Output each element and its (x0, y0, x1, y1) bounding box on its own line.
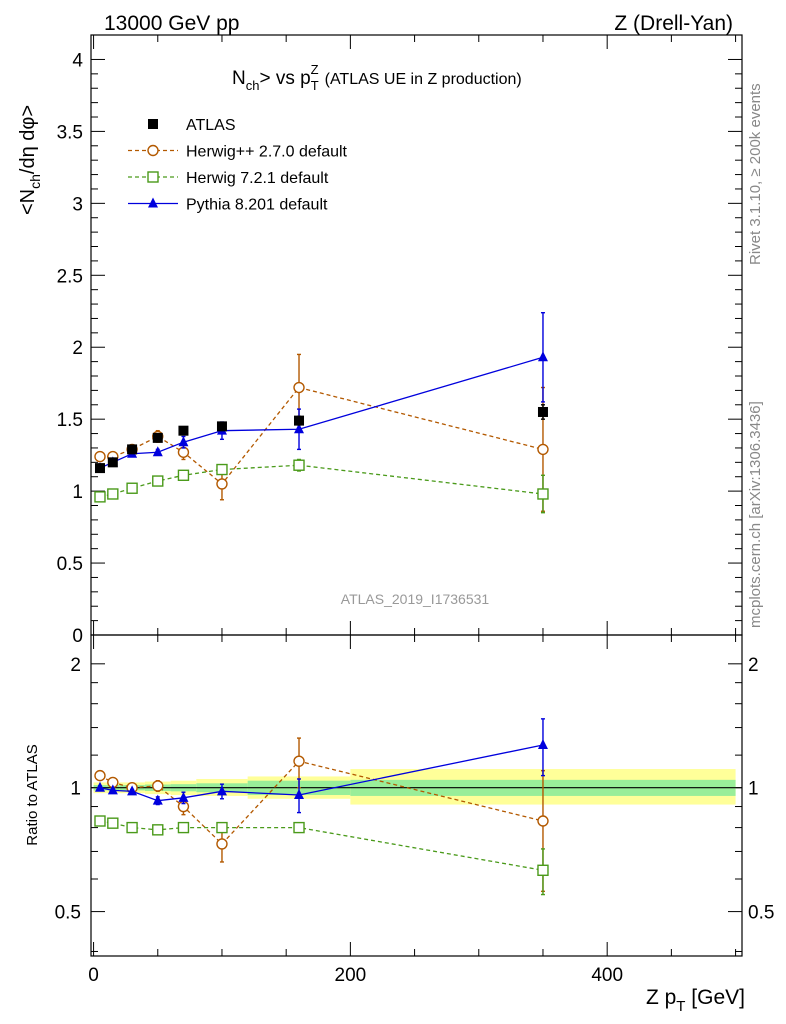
rivet-version-label: Rivet 3.1.10, ≥ 200k events (747, 83, 764, 265)
main-point-herwig-7-2-1-default (216, 463, 228, 476)
ratio-point-herwig-2-7-0-default (293, 755, 305, 767)
main-axes-ticks: 0 0.5 1 1.5 2 2.5 3 3.5 4 (57, 35, 742, 647)
main-y-tick-label: 2.5 (57, 266, 83, 287)
main-point-herwig-2-7-0-default (177, 446, 190, 458)
main-y-tick-label: 3 (72, 194, 83, 215)
ratio-point-pythia-8-201-default (178, 791, 189, 802)
ratio-point-herwig-7-2-1-default (177, 821, 190, 834)
main-line-herwig-2-7-0-default (99, 386, 544, 485)
main-point-atlas (537, 406, 548, 417)
ratio-axes-ticks: 0.5 0.5 1 1 2 2 0 200 400 (55, 635, 774, 986)
main-chart-title: Nch> vs pTZ(ATLAS UE in Z production) (232, 62, 522, 93)
legend-marker-pythia-8-201-default (148, 197, 158, 208)
ratio-y-tick-label-left: 0.5 (55, 903, 81, 924)
ratio-y-tick-label-left: 1 (70, 779, 81, 800)
ratio-y-tick-label-right: 0.5 (748, 903, 774, 924)
main-point-herwig-7-2-1-default (107, 488, 119, 500)
main-point-atlas (294, 415, 305, 426)
main-point-atlas (216, 421, 227, 432)
main-y-tick-label: 2 (72, 338, 83, 359)
ratio-panel-frame (90, 634, 743, 957)
legend-marker-atlas (148, 119, 158, 129)
main-point-atlas (127, 444, 138, 455)
main-y-tick-label: 4 (72, 50, 83, 71)
main-point-herwig-7-2-1-default (126, 482, 138, 494)
main-line-pythia-8-201-default (99, 356, 544, 469)
ratio-data-layer (91, 718, 742, 896)
main-point-atlas (107, 457, 118, 468)
main-point-herwig-7-2-1-default (94, 491, 106, 503)
main-point-herwig-2-7-0-default (94, 450, 106, 463)
ratio-point-herwig-2-7-0-default (216, 838, 228, 850)
ratio-point-pythia-8-201-default (537, 738, 548, 749)
ratio-point-herwig-7-2-1-default (126, 821, 138, 834)
main-point-herwig-7-2-1-default (177, 469, 190, 481)
main-point-atlas (178, 425, 189, 436)
ratio-point-herwig-7-2-1-default (293, 821, 305, 834)
ratio-point-pythia-8-201-default (152, 794, 163, 805)
ratio-point-herwig-2-7-0-default (94, 769, 106, 782)
legend-label-herwig-7-2-1-default: Herwig 7.2.1 default (186, 170, 329, 187)
main-y-tick-label: 0.5 (57, 554, 83, 575)
ratio-point-pythia-8-201-default (94, 781, 105, 792)
ratio-point-herwig-7-2-1-default (216, 821, 228, 834)
main-y-tick-label: 0 (72, 626, 83, 647)
header-process-label: Z (Drell-Yan) (614, 12, 733, 35)
legend-marker-herwig-2-7-0-default (147, 144, 159, 157)
main-point-herwig-7-2-1-default (152, 475, 164, 487)
main-y-tick-label: 1 (72, 482, 83, 503)
legend-label-herwig-2-7-0-default: Herwig++ 2.7.0 default (186, 144, 348, 161)
main-point-herwig-2-7-0-default (293, 381, 305, 394)
mcplots-reference-label: mcplots.cern.ch [arXiv:1306.3436] (747, 401, 764, 628)
ratio-point-pythia-8-201-default (107, 784, 118, 795)
main-y-axis-label: <Nch/dη dφ> (17, 105, 43, 215)
main-point-herwig-7-2-1-default (537, 488, 549, 500)
legend-marker-herwig-7-2-1-default (147, 171, 159, 183)
main-point-pythia-8-201-default (537, 351, 548, 362)
legend-label-atlas: ATLAS (186, 117, 236, 134)
ratio-point-herwig-7-2-1-default (537, 864, 549, 876)
ratio-point-pythia-8-201-default (127, 785, 138, 796)
ratio-point-herwig-2-7-0-default (152, 780, 164, 792)
ratio-line-herwig-7-2-1-default (99, 820, 544, 871)
ratio-point-herwig-7-2-1-default (94, 815, 106, 827)
main-point-herwig-2-7-0-default (216, 478, 228, 490)
main-point-atlas (152, 432, 163, 443)
ratio-point-herwig-2-7-0-default (537, 815, 549, 827)
main-point-herwig-7-2-1-default (293, 459, 305, 471)
main-point-herwig-2-7-0-default (537, 443, 549, 456)
analysis-id-watermark: ATLAS_2019_I1736531 (341, 591, 490, 607)
main-point-atlas (94, 463, 105, 474)
legend-label-pythia-8-201-default: Pythia 8.201 default (186, 197, 328, 214)
x-tick-label: 0 (88, 965, 99, 986)
x-axis-label: Z pT [GeV] (646, 986, 745, 1015)
legend: ATLAS Herwig++ 2.7.0 default Herwig 7.2.1 … (128, 117, 348, 214)
ratio-point-pythia-8-201-default (294, 789, 305, 800)
main-y-tick-label: 3.5 (57, 122, 83, 143)
main-point-pythia-8-201-default (178, 436, 189, 447)
main-data-layer (94, 311, 549, 514)
main-point-pythia-8-201-default (294, 423, 305, 434)
main-point-pythia-8-201-default (152, 446, 163, 457)
ratio-y-tick-label-left: 2 (70, 655, 81, 676)
ratio-point-herwig-7-2-1-default (152, 824, 164, 836)
header-energy-label: 13000 GeV pp (104, 12, 239, 35)
main-y-tick-label: 1.5 (57, 410, 83, 431)
ratio-y-axis-label: Ratio to ATLAS (24, 744, 41, 845)
x-tick-label: 400 (591, 965, 623, 986)
main-line-herwig-7-2-1-default (99, 464, 544, 498)
x-tick-label: 200 (335, 965, 367, 986)
ratio-point-herwig-7-2-1-default (107, 817, 119, 829)
ratio-y-tick-label-right: 1 (748, 779, 759, 800)
ratio-line-pythia-8-201-default (99, 744, 544, 802)
ratio-y-tick-label-right: 2 (748, 655, 759, 676)
ratio-point-pythia-8-201-default (216, 785, 227, 796)
